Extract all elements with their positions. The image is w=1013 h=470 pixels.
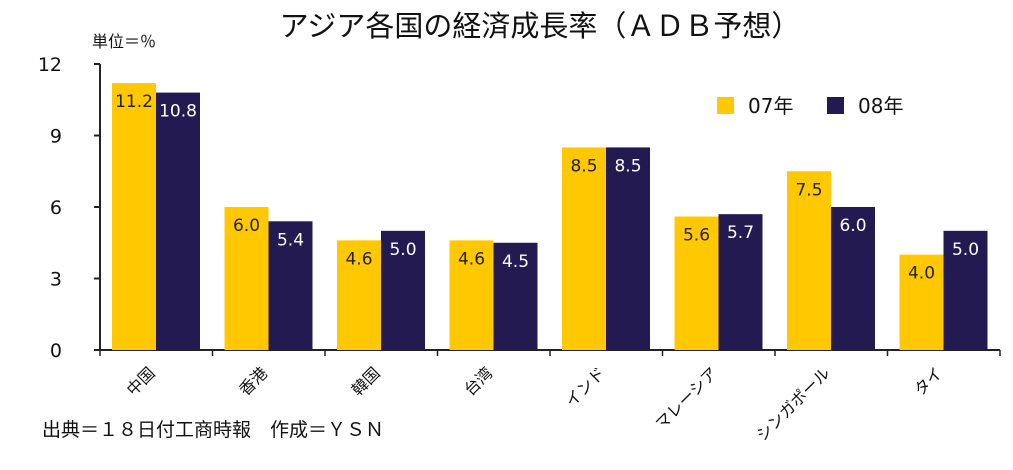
data-label: 4.0 [908,264,935,284]
bar-series1 [674,216,719,350]
x-category-label: 中国 [123,363,159,399]
data-label: 5.4 [277,230,304,250]
bar-series2 [943,230,988,350]
chart-title: アジア各国の経済成長率（ＡＤＢ予想） [280,9,801,43]
data-label: 7.5 [795,180,822,200]
data-label: 8.5 [614,156,641,176]
legend-label-1: 07年 [748,94,793,118]
bar-series1 [224,207,269,350]
data-label: 11.2 [115,92,153,112]
bar-series2 [718,214,763,350]
legend-swatch-1 [717,97,734,114]
source-note: 出典＝１８日付工商時報 作成＝ＹＳＮ [42,419,384,441]
bar-series1 [112,83,156,351]
bar-series1 [337,240,381,350]
bar-series2 [268,221,313,350]
bar-series1 [899,254,944,350]
x-category-label: タイ [910,363,946,399]
x-category-label: 韓国 [348,363,384,399]
x-category-label: シンガポール [753,363,834,444]
data-label: 4.6 [458,249,485,269]
data-label: 4.6 [345,249,372,269]
x-category-label: 香港 [235,363,271,399]
data-label: 6.0 [233,216,260,236]
x-category-label: マレーシア [652,363,722,433]
y-tick-label: 6 [50,197,62,219]
data-label: 5.7 [727,223,754,243]
data-label: 6.0 [839,216,866,236]
legend-label-2: 08年 [858,94,903,118]
data-label: 8.5 [570,156,597,176]
data-label: 5.0 [389,240,416,260]
data-label: 10.8 [159,102,197,122]
data-label: 4.5 [502,252,529,272]
legend-swatch-2 [827,97,844,114]
bar-series1 [562,147,606,350]
bar-series2 [381,230,425,350]
legend: 07年 08年 [717,94,903,118]
bars: 11.2 10.8 6.0 5.4 4.6 5.0 4.6 4.5 8.5 8.5 5.6 5.7 7.… [112,83,988,351]
y-tick-label: 3 [50,269,62,291]
y-tick-label: 9 [50,126,62,148]
y-tick-label: 0 [50,340,62,362]
unit-label: 単位＝％ [92,32,156,51]
bar-series2 [831,207,875,350]
bar-series1 [449,240,494,350]
data-label: 5.0 [952,240,979,260]
bar-series1 [787,171,831,350]
x-category-label: インド [561,363,608,410]
bar-series2 [493,242,538,350]
data-label: 5.6 [683,226,710,246]
x-category-label: 台湾 [460,363,496,399]
bar-series2 [606,147,650,350]
y-tick-label: 12 [38,54,62,76]
bar-series2 [156,92,200,350]
